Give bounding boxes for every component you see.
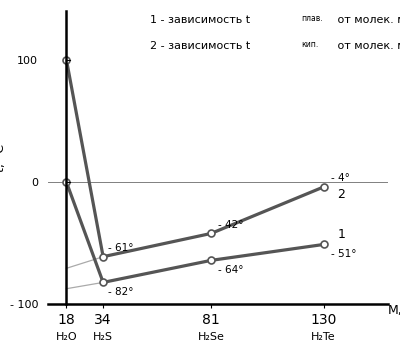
Text: H₂S: H₂S (93, 332, 113, 342)
Text: от молек. массы: от молек. массы (334, 15, 400, 25)
Text: - 4°: - 4° (330, 173, 350, 183)
Text: M,: M, (388, 304, 400, 318)
Text: плав.: плав. (301, 13, 323, 23)
Text: - 61°: - 61° (108, 243, 133, 253)
Text: - 51°: - 51° (330, 249, 356, 259)
Text: H₂O: H₂O (56, 332, 77, 342)
Text: - 64°: - 64° (218, 265, 244, 275)
Text: - 42°: - 42° (218, 220, 244, 230)
Y-axis label: t, °C: t, °C (0, 143, 7, 172)
Text: 1: 1 (338, 228, 345, 241)
Text: H₂Te: H₂Te (311, 332, 336, 342)
Text: 1 - зависимость t: 1 - зависимость t (150, 15, 250, 25)
Text: 2: 2 (338, 188, 345, 201)
Text: H₂Se: H₂Se (198, 332, 224, 342)
Text: 2 - зависимость t: 2 - зависимость t (150, 41, 250, 51)
Text: - 82°: - 82° (108, 287, 133, 297)
Text: кип.: кип. (301, 40, 318, 49)
Text: от молек. массы: от молек. массы (334, 41, 400, 51)
